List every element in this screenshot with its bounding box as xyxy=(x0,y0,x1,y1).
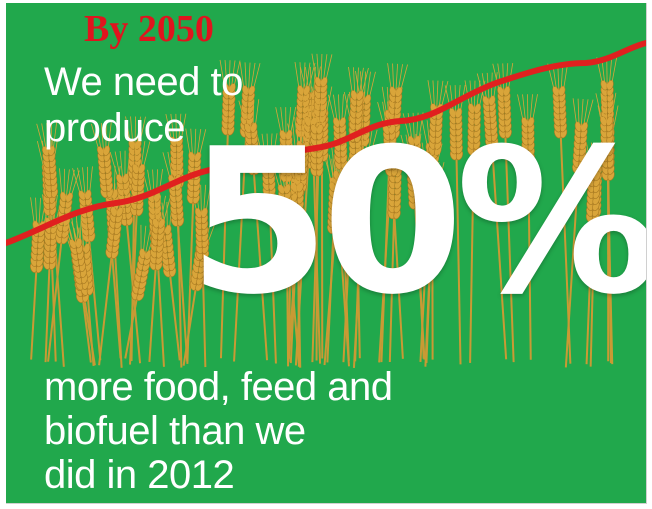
wheat-head xyxy=(356,128,378,205)
outro-line-1: more food, feed and xyxy=(44,365,393,409)
wheat-stalk xyxy=(425,221,433,364)
wheat-stalk xyxy=(503,123,515,363)
wheat-head xyxy=(400,133,422,210)
wheat-stalk xyxy=(47,228,64,362)
wheat-stalk xyxy=(326,218,336,363)
wheat-stalk xyxy=(585,207,594,365)
wheat-head xyxy=(90,122,114,199)
infographic-panel: By 2050 We need to produce 50% more food… xyxy=(6,3,647,504)
wheat-head xyxy=(190,184,212,261)
wheat-stalk xyxy=(527,154,532,360)
wheat-stalk xyxy=(413,194,426,360)
wheat-head xyxy=(584,147,606,223)
wheat-head xyxy=(547,62,569,139)
wheat-stalk xyxy=(455,145,462,365)
wheat-head xyxy=(271,160,295,237)
wheat-stalk xyxy=(98,243,115,366)
wheat-stalk xyxy=(48,200,57,362)
wheat-stalk xyxy=(148,255,158,363)
wheat-stalk xyxy=(175,211,189,362)
wheat-stalk xyxy=(219,120,230,359)
wheat-head xyxy=(162,150,185,227)
wheat-stalk xyxy=(564,158,581,368)
intro-line-1: We need to xyxy=(44,60,243,104)
wheat-stalk xyxy=(287,229,292,359)
outro-text: more food, feed and biofuel than we did … xyxy=(44,365,393,497)
outro-line-2: biofuel than we xyxy=(44,409,306,453)
wheat-stalk xyxy=(559,123,572,364)
outro-line-3: did in 2012 xyxy=(44,453,235,497)
wheat-stalk xyxy=(469,140,475,363)
wheat-head xyxy=(61,214,89,291)
intro-line-2: produce xyxy=(44,106,186,150)
wheat-head xyxy=(219,59,241,136)
wheat-field-illustration xyxy=(6,40,646,368)
wheat-head xyxy=(517,94,538,170)
wheat-head xyxy=(444,84,466,161)
wheat-stalk xyxy=(233,122,248,362)
wheat-head xyxy=(294,61,316,138)
wheat-stalk xyxy=(490,132,508,360)
wheat-stalk xyxy=(268,193,277,364)
wheat-head xyxy=(421,142,443,219)
wheat-head xyxy=(326,158,348,235)
wheat-stalk xyxy=(354,151,361,359)
wheat-stalk xyxy=(252,159,269,361)
wheat-stalk xyxy=(87,226,102,361)
percentage-highlight: 50% xyxy=(188,106,647,339)
wheat-stalk xyxy=(167,262,181,361)
wheat-stalk xyxy=(30,257,39,360)
target-year-heading: By 2050 xyxy=(84,8,214,50)
wheat-head xyxy=(36,122,59,199)
wheat-head xyxy=(572,98,594,175)
wheat-stalk xyxy=(352,189,365,368)
growth-trend-line xyxy=(6,40,646,246)
intro-text: We need to produce xyxy=(44,59,243,151)
wheat-head xyxy=(464,80,486,156)
wheat-head xyxy=(149,194,171,271)
wheat-stalk xyxy=(186,188,195,364)
wheat-head xyxy=(595,92,617,169)
wheat-head xyxy=(105,182,131,259)
wheat-stalk xyxy=(296,219,302,368)
wheat-head xyxy=(377,100,399,177)
wheat-head xyxy=(385,143,407,220)
